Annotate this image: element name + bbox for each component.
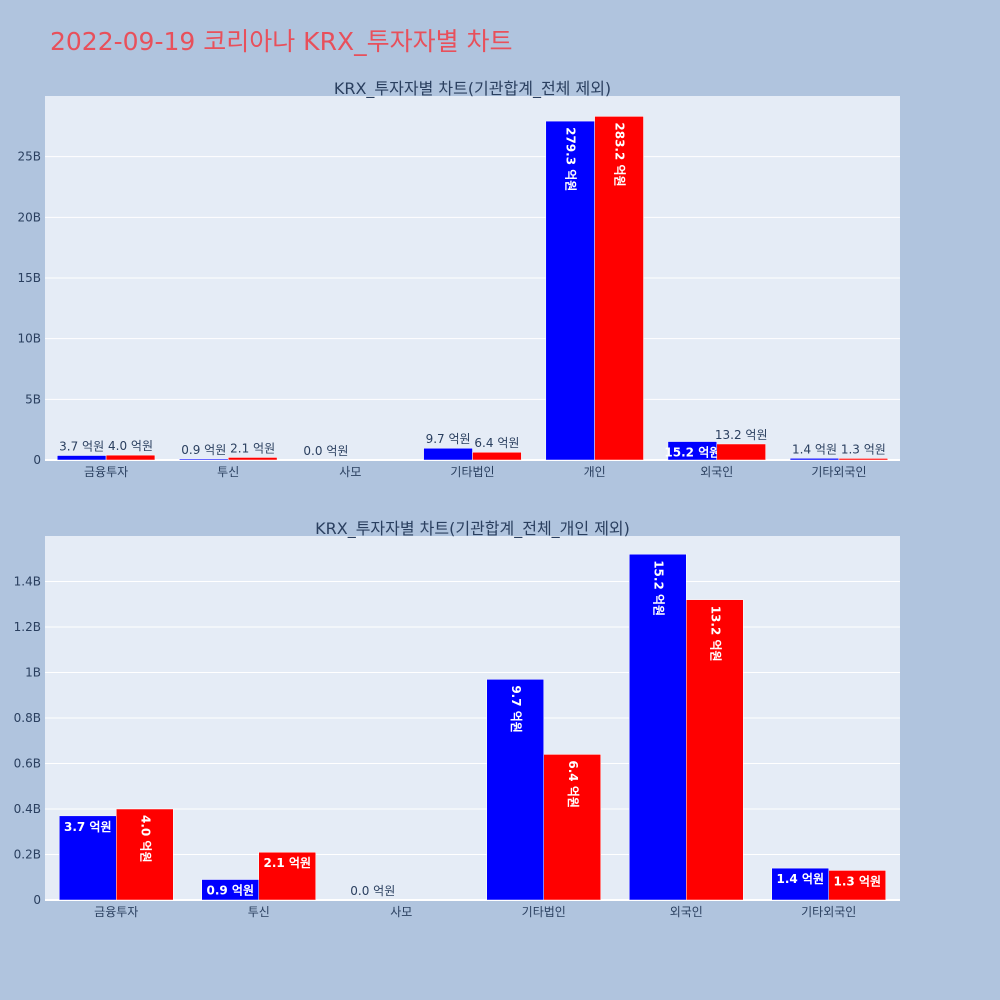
data-label: 0.0 억원 (303, 444, 348, 458)
data-label: 1.3 억원 (833, 874, 881, 888)
data-label: 9.7 억원 (426, 432, 471, 446)
y-tick-label: 0.4B (14, 802, 41, 816)
bar (789, 458, 840, 461)
data-label: 13.2 억원 (708, 606, 722, 662)
x-tick-label: 기타외국인 (801, 905, 856, 919)
bar (686, 599, 744, 901)
x-tick-label: 투신 (248, 905, 270, 919)
data-label: 1.3 억원 (841, 442, 886, 456)
bar (227, 457, 278, 461)
x-tick-label: 사모 (390, 905, 412, 919)
data-label: 15.2 억원 (651, 560, 665, 616)
x-tick-label: 외국인 (670, 905, 703, 919)
x-tick-label: 기타법인 (522, 905, 566, 919)
bar (105, 454, 156, 461)
data-label: 2.1 억원 (230, 441, 275, 455)
y-tick-label: 0 (33, 453, 41, 467)
bar (59, 815, 117, 901)
bar (486, 679, 544, 901)
y-tick-label: 0.2B (14, 848, 41, 862)
chart-title: KRX_투자자별 차트(기관합계_전체_개인 제외) (315, 519, 630, 539)
chart-1: KRX_투자자별 차트(기관합계_전체 제외) 0 5B 10B 15B 20B 25B 금융… (17, 79, 900, 479)
x-tick-label: 투신 (217, 465, 239, 479)
bar (116, 808, 174, 901)
y-tick-label: 1.4B (14, 575, 41, 589)
x-tick-label: 금융투자 (94, 905, 138, 919)
data-label: 6.4 억원 (566, 760, 580, 808)
data-label: 1.4 억원 (776, 872, 824, 886)
x-tick-label: 기타법인 (450, 465, 494, 479)
data-label: 0.9 억원 (206, 884, 254, 898)
bar (828, 870, 886, 901)
bar (423, 447, 473, 461)
bar (716, 443, 766, 461)
data-label: 279.3 억원 (564, 127, 578, 191)
data-label: 1.4 억원 (792, 442, 837, 456)
y-tick-label: 15B (17, 271, 41, 285)
page-title: 2022-09-19 코리아나 KRX_투자자별 차트 (50, 27, 513, 56)
bar (472, 451, 522, 461)
x-tick-label: 사모 (339, 465, 361, 479)
x-tick-label: 개인 (584, 465, 606, 479)
bar (629, 553, 687, 901)
data-label: 4.0 억원 (138, 815, 152, 863)
data-label: 0.0 억원 (350, 884, 395, 898)
chart-2: KRX_투자자별 차트(기관합계_전체_개인 제외) 0 0.2B 0.4B 0.6B 0… (14, 519, 900, 919)
y-tick-label: 0.8B (14, 711, 41, 725)
data-label: 9.7 억원 (509, 685, 523, 733)
bar (771, 867, 829, 901)
y-tick-label: 0.6B (14, 757, 41, 771)
bar (543, 754, 601, 901)
y-tick-label: 0 (33, 893, 41, 907)
chart-title: KRX_투자자별 차트(기관합계_전체 제외) (334, 79, 611, 99)
x-tick-label: 금융투자 (84, 465, 128, 479)
data-label: 13.2 억원 (715, 428, 768, 442)
y-tick-label: 20B (17, 210, 41, 224)
y-tick-label: 1.2B (14, 620, 41, 634)
data-label: 3.7 억원 (64, 820, 112, 834)
data-label: 2.1 억원 (263, 856, 311, 870)
data-label: 6.4 억원 (474, 436, 519, 450)
bar (594, 116, 644, 461)
bar (179, 458, 229, 461)
y-tick-label: 10B (17, 332, 41, 346)
bar (258, 851, 316, 901)
x-tick-label: 기타외국인 (811, 465, 866, 479)
data-label: 15.2 억원 (664, 446, 720, 460)
bar (56, 455, 107, 461)
x-tick-label: 외국인 (700, 465, 733, 479)
data-label: 0.9 억원 (181, 443, 226, 457)
data-label: 4.0 억원 (108, 439, 153, 453)
y-tick-label: 1B (25, 666, 41, 680)
y-tick-label: 25B (17, 150, 41, 164)
data-label: 3.7 억원 (59, 440, 104, 454)
bar (838, 458, 889, 461)
y-tick-label: 5B (25, 392, 41, 406)
data-label: 283.2 억원 (613, 122, 627, 186)
